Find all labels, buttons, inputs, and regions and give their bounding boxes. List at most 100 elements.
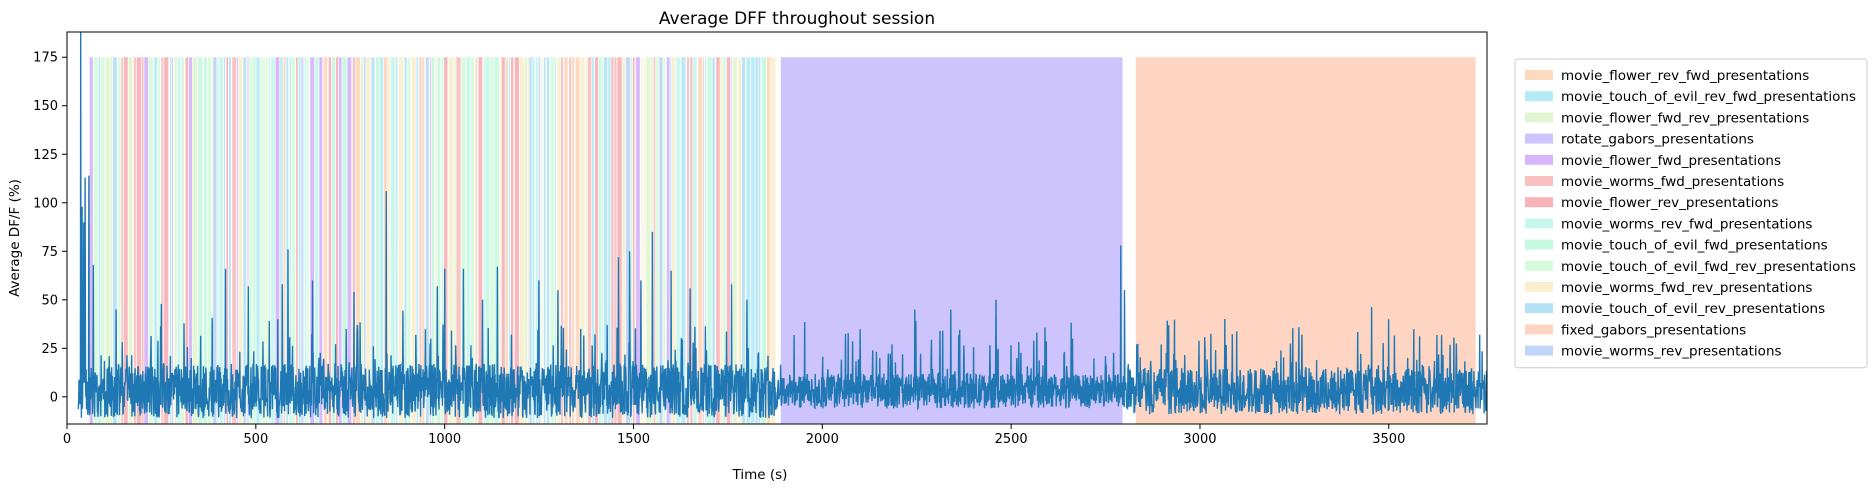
x-axis: 0 500 1000 1500 2000 2500 3000 3500 xyxy=(63,424,1405,447)
legend-swatch xyxy=(1525,282,1553,292)
stimulus-band xyxy=(118,57,121,424)
stimulus-band xyxy=(148,57,153,424)
legend-swatch xyxy=(1525,324,1553,335)
stimulus-band xyxy=(746,57,751,424)
stimulus-band xyxy=(207,57,212,424)
stimulus-band xyxy=(453,57,456,424)
stimulus-band xyxy=(98,57,101,424)
stimulus-band xyxy=(501,57,505,424)
stimulus-band xyxy=(594,57,599,424)
stimulus-band xyxy=(280,57,283,424)
stimulus-band xyxy=(546,57,550,424)
legend-swatch xyxy=(1525,303,1553,314)
legend-label: movie_flower_fwd_rev_presentations xyxy=(1561,110,1809,126)
stimulus-band xyxy=(557,57,561,424)
legend-swatch xyxy=(1525,260,1553,271)
stimulus-band xyxy=(666,57,670,424)
stimulus-band xyxy=(550,57,555,424)
stimulus-band xyxy=(676,57,680,424)
stimulus-band xyxy=(416,57,419,424)
stimulus-band xyxy=(461,57,466,424)
legend-swatch xyxy=(1525,345,1553,356)
stimulus-band xyxy=(514,57,520,424)
stimulus-band xyxy=(592,57,595,424)
y-axis-label: Average DF/F (%) xyxy=(7,179,23,297)
stimulus-band xyxy=(733,57,737,424)
stimulus-band xyxy=(485,57,490,424)
legend-label: movie_touch_of_evil_rev_presentations xyxy=(1561,301,1825,317)
x-tick-label: 2500 xyxy=(995,432,1028,447)
stimulus-band xyxy=(478,57,483,424)
x-tick-label: 3000 xyxy=(1183,432,1216,447)
stimulus-band xyxy=(561,57,563,424)
stimulus-band xyxy=(338,57,342,424)
y-tick-label: 25 xyxy=(41,342,58,357)
stimulus-band xyxy=(265,57,268,424)
stimulus-band xyxy=(121,57,124,424)
stimulus-band xyxy=(286,57,289,424)
stimulus-band xyxy=(310,57,315,424)
stimulus-band xyxy=(342,57,347,424)
stimulus-band xyxy=(510,57,514,424)
stimulus-band xyxy=(106,57,110,424)
legend-swatch xyxy=(1525,154,1553,165)
stimulus-band xyxy=(755,57,758,424)
stimulus-band xyxy=(298,57,301,424)
stimulus-band xyxy=(328,57,332,424)
legend-label: movie_touch_of_evil_rev_fwd_presentation… xyxy=(1561,89,1856,105)
stimulus-band xyxy=(608,57,611,424)
stimulus-band xyxy=(611,57,614,424)
stimulus-band xyxy=(751,57,755,424)
legend-swatch xyxy=(1525,91,1553,102)
stimulus-band xyxy=(587,57,592,424)
stimulus-band xyxy=(456,57,461,424)
stimulus-band xyxy=(541,57,543,424)
stimulus-band xyxy=(269,57,271,424)
stimulus-band xyxy=(296,57,298,424)
stimulus-band xyxy=(198,57,203,424)
stimulus-band xyxy=(291,57,296,424)
stimulus-band xyxy=(164,57,169,424)
stimulus-band xyxy=(212,57,217,424)
stimulus-band xyxy=(730,57,732,424)
stimulus-band xyxy=(499,57,501,424)
legend-swatch xyxy=(1525,239,1553,250)
legend-swatch xyxy=(1525,197,1553,208)
stimulus-band xyxy=(707,57,712,424)
stimulus-band xyxy=(659,57,663,424)
y-tick-label: 150 xyxy=(33,99,58,114)
stimulus-band xyxy=(466,57,470,424)
stimulus-band xyxy=(203,57,207,424)
stimulus-band xyxy=(761,57,767,424)
y-tick-label: 0 xyxy=(50,390,58,405)
stimulus-band xyxy=(641,57,643,424)
stimulus-band xyxy=(375,57,380,424)
stimulus-band xyxy=(232,57,237,424)
stimulus-band xyxy=(425,57,429,424)
legend-label: fixed_gabors_presentations xyxy=(1561,322,1746,338)
stimulus-band xyxy=(352,57,356,424)
x-tick-label: 1500 xyxy=(617,432,650,447)
stimulus-band xyxy=(136,57,141,424)
stimulus-band xyxy=(716,57,720,424)
stimulus-band xyxy=(283,57,286,424)
legend-label: movie_flower_rev_presentations xyxy=(1561,195,1778,211)
stimulus-band xyxy=(144,57,149,424)
y-tick-label: 50 xyxy=(41,293,58,308)
legend-swatch xyxy=(1525,70,1553,80)
stimulus-band xyxy=(470,57,475,424)
stimulus-band xyxy=(705,57,706,424)
stimulus-band xyxy=(271,57,275,424)
stimulus-band xyxy=(766,57,771,424)
stimulus-band xyxy=(643,57,645,424)
stimulus-band xyxy=(304,57,307,424)
x-tick-label: 0 xyxy=(63,432,71,447)
stimulus-band xyxy=(435,57,437,424)
stimulus-band xyxy=(371,57,375,424)
stimulus-band xyxy=(188,57,193,424)
stimulus-band xyxy=(653,57,656,424)
stimulus-band xyxy=(519,57,525,424)
stimulus-band xyxy=(247,57,249,424)
legend-label: movie_touch_of_evil_fwd_rev_presentation… xyxy=(1561,259,1856,275)
